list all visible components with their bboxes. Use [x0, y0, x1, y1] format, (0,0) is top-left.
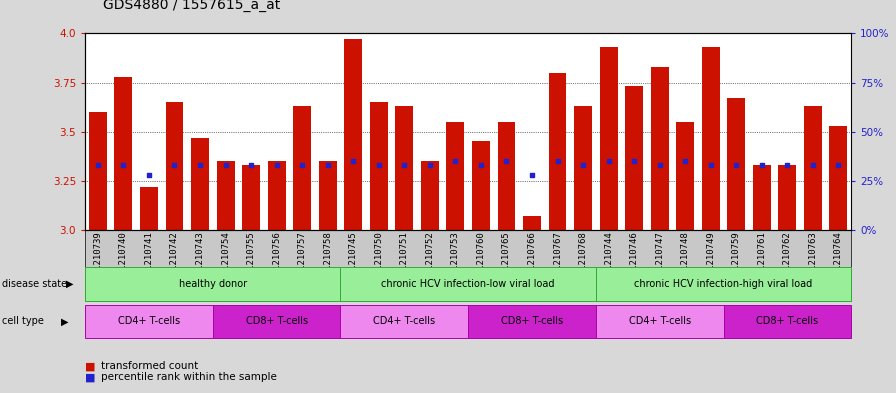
Text: ▶: ▶ [66, 279, 73, 289]
Bar [370, 102, 388, 230]
Bar [753, 165, 771, 230]
Point [142, 172, 156, 178]
Bar [217, 161, 235, 230]
Point [423, 162, 437, 168]
Text: ■: ■ [85, 361, 96, 371]
Bar [472, 141, 490, 230]
Point [168, 162, 182, 168]
Point [627, 158, 642, 164]
Bar [830, 126, 848, 230]
Point [219, 162, 233, 168]
Text: CD4+ T-cells: CD4+ T-cells [118, 316, 180, 326]
Bar [625, 86, 643, 230]
Point [754, 162, 769, 168]
Point [678, 158, 693, 164]
Text: ▶: ▶ [61, 316, 68, 326]
Point [448, 158, 462, 164]
Text: GDS4880 / 1557615_a_at: GDS4880 / 1557615_a_at [103, 0, 280, 12]
Text: healthy donor: healthy donor [178, 279, 247, 289]
Bar [446, 122, 464, 230]
Text: chronic HCV infection-low viral load: chronic HCV infection-low viral load [382, 279, 555, 289]
Point [116, 162, 131, 168]
Bar [804, 106, 822, 230]
Point [397, 162, 411, 168]
Bar [268, 161, 286, 230]
Point [193, 162, 207, 168]
Text: CD4+ T-cells: CD4+ T-cells [374, 316, 435, 326]
Bar [242, 165, 260, 230]
Point [295, 162, 309, 168]
Bar [574, 106, 592, 230]
Point [270, 162, 284, 168]
Bar [702, 47, 719, 230]
Text: ■: ■ [85, 372, 96, 382]
Point [244, 162, 258, 168]
Point [525, 172, 539, 178]
Bar [344, 39, 362, 230]
Bar [650, 67, 668, 230]
Point [806, 162, 820, 168]
Bar [497, 122, 515, 230]
Point [703, 162, 718, 168]
Point [652, 162, 667, 168]
Point [346, 158, 360, 164]
Text: percentile rank within the sample: percentile rank within the sample [101, 372, 277, 382]
Bar [89, 112, 107, 230]
Text: cell type: cell type [2, 316, 44, 326]
Bar [728, 98, 745, 230]
Text: CD8+ T-cells: CD8+ T-cells [756, 316, 818, 326]
Bar [523, 216, 541, 230]
Bar [676, 122, 694, 230]
Bar [599, 47, 617, 230]
Text: CD8+ T-cells: CD8+ T-cells [246, 316, 307, 326]
Bar [319, 161, 337, 230]
Point [780, 162, 795, 168]
Point [550, 158, 564, 164]
Text: disease state: disease state [2, 279, 67, 289]
Text: CD4+ T-cells: CD4+ T-cells [629, 316, 691, 326]
Text: chronic HCV infection-high viral load: chronic HCV infection-high viral load [634, 279, 813, 289]
Bar [548, 73, 566, 230]
Point [576, 162, 590, 168]
Point [499, 158, 513, 164]
Point [601, 158, 616, 164]
Bar [115, 77, 133, 230]
Bar [191, 138, 209, 230]
Point [729, 162, 744, 168]
Bar [779, 165, 797, 230]
Bar [166, 102, 184, 230]
Point [372, 162, 386, 168]
Text: CD8+ T-cells: CD8+ T-cells [501, 316, 563, 326]
Text: transformed count: transformed count [101, 361, 199, 371]
Point [831, 162, 846, 168]
Point [321, 162, 335, 168]
Bar [140, 187, 158, 230]
Bar [293, 106, 311, 230]
Bar [421, 161, 439, 230]
Point [474, 162, 488, 168]
Bar [395, 106, 413, 230]
Point [90, 162, 105, 168]
